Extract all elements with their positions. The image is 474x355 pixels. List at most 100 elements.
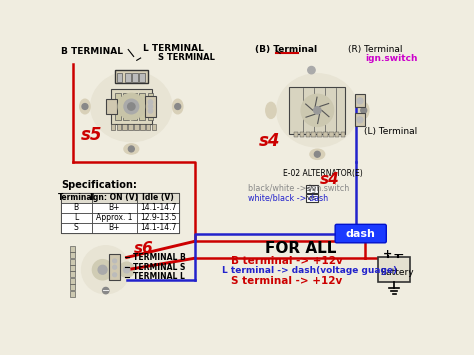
Circle shape <box>308 66 315 74</box>
Text: Ign: ON (V): Ign: ON (V) <box>90 193 138 202</box>
Text: S terminal -> +12v: S terminal -> +12v <box>231 276 343 286</box>
Text: L: L <box>74 213 78 222</box>
FancyBboxPatch shape <box>300 132 304 137</box>
Text: white/black -> dash: white/black -> dash <box>247 193 328 203</box>
FancyBboxPatch shape <box>341 132 345 137</box>
FancyBboxPatch shape <box>355 113 365 126</box>
FancyBboxPatch shape <box>134 124 139 130</box>
Circle shape <box>314 151 320 157</box>
Text: TERMINAL B: TERMINAL B <box>133 253 186 262</box>
Text: S: S <box>74 223 79 232</box>
FancyBboxPatch shape <box>306 194 318 202</box>
FancyBboxPatch shape <box>61 193 92 203</box>
FancyBboxPatch shape <box>61 213 92 223</box>
Text: (R) Terminal: (R) Terminal <box>348 45 403 54</box>
Text: s4: s4 <box>259 132 281 150</box>
FancyBboxPatch shape <box>131 93 137 120</box>
Ellipse shape <box>124 144 139 154</box>
FancyBboxPatch shape <box>125 73 131 82</box>
Text: FOR ALL: FOR ALL <box>264 241 336 256</box>
Circle shape <box>124 99 139 114</box>
FancyBboxPatch shape <box>137 223 179 233</box>
FancyBboxPatch shape <box>317 132 322 137</box>
FancyBboxPatch shape <box>289 87 345 134</box>
Circle shape <box>175 104 181 109</box>
Text: B terminal -> +12v: B terminal -> +12v <box>231 256 343 266</box>
FancyBboxPatch shape <box>306 132 310 137</box>
Circle shape <box>314 107 321 114</box>
Text: dash: dash <box>346 229 376 239</box>
FancyBboxPatch shape <box>92 193 137 203</box>
Text: L terminal -> dash(voltage guage): L terminal -> dash(voltage guage) <box>222 266 397 275</box>
FancyBboxPatch shape <box>70 265 75 271</box>
Circle shape <box>357 117 363 123</box>
Circle shape <box>82 104 88 109</box>
FancyBboxPatch shape <box>70 284 75 290</box>
Text: TERMINAL L: TERMINAL L <box>133 272 185 281</box>
FancyBboxPatch shape <box>92 223 137 233</box>
Circle shape <box>113 259 117 263</box>
Ellipse shape <box>173 99 183 114</box>
Circle shape <box>301 94 334 126</box>
FancyBboxPatch shape <box>128 124 133 130</box>
FancyBboxPatch shape <box>335 132 339 137</box>
FancyBboxPatch shape <box>109 254 120 280</box>
FancyBboxPatch shape <box>70 278 75 284</box>
Text: Battery: Battery <box>380 268 414 277</box>
FancyBboxPatch shape <box>117 124 121 130</box>
Text: B TERMINAL: B TERMINAL <box>61 47 123 56</box>
Text: v/s: v/s <box>307 195 317 201</box>
Text: B: B <box>74 203 79 212</box>
Circle shape <box>124 267 130 273</box>
FancyBboxPatch shape <box>70 271 75 277</box>
FancyBboxPatch shape <box>311 132 316 137</box>
Ellipse shape <box>358 102 369 119</box>
Circle shape <box>148 104 153 109</box>
FancyBboxPatch shape <box>122 124 127 130</box>
FancyBboxPatch shape <box>137 213 179 223</box>
Text: 14.1-14.7: 14.1-14.7 <box>140 223 176 232</box>
Text: TERMINAL S: TERMINAL S <box>133 263 185 272</box>
Text: s4: s4 <box>319 172 339 187</box>
FancyBboxPatch shape <box>132 73 138 82</box>
Circle shape <box>361 108 367 113</box>
Circle shape <box>357 98 363 104</box>
Ellipse shape <box>91 71 172 142</box>
Circle shape <box>118 93 145 120</box>
FancyBboxPatch shape <box>115 70 147 83</box>
Text: +: + <box>383 249 392 260</box>
Ellipse shape <box>82 246 130 294</box>
Circle shape <box>113 273 117 277</box>
Text: −: − <box>102 285 110 296</box>
Text: −: − <box>392 247 404 261</box>
Text: Idle (V): Idle (V) <box>142 193 174 202</box>
Circle shape <box>92 260 113 280</box>
Circle shape <box>102 288 109 294</box>
FancyBboxPatch shape <box>70 252 75 258</box>
Ellipse shape <box>277 74 358 147</box>
Circle shape <box>148 100 153 104</box>
Ellipse shape <box>80 99 90 114</box>
FancyBboxPatch shape <box>147 93 154 120</box>
FancyBboxPatch shape <box>111 124 115 130</box>
FancyBboxPatch shape <box>355 94 365 108</box>
FancyBboxPatch shape <box>139 93 146 120</box>
Ellipse shape <box>310 149 325 159</box>
Text: s5: s5 <box>81 126 102 144</box>
FancyBboxPatch shape <box>323 132 328 137</box>
Circle shape <box>128 103 135 110</box>
FancyBboxPatch shape <box>70 258 75 264</box>
FancyBboxPatch shape <box>61 223 92 233</box>
FancyBboxPatch shape <box>294 132 298 137</box>
Text: Terminal: Terminal <box>58 193 95 202</box>
FancyBboxPatch shape <box>335 224 386 243</box>
Text: (L) Terminal: (L) Terminal <box>364 127 417 136</box>
FancyBboxPatch shape <box>152 124 156 130</box>
FancyBboxPatch shape <box>329 132 334 137</box>
Circle shape <box>119 262 134 277</box>
FancyBboxPatch shape <box>140 124 145 130</box>
FancyBboxPatch shape <box>115 93 121 120</box>
Text: B+: B+ <box>109 203 120 212</box>
Text: Specification:: Specification: <box>61 180 137 190</box>
Text: black/white -> ign.switch: black/white -> ign.switch <box>247 184 349 193</box>
